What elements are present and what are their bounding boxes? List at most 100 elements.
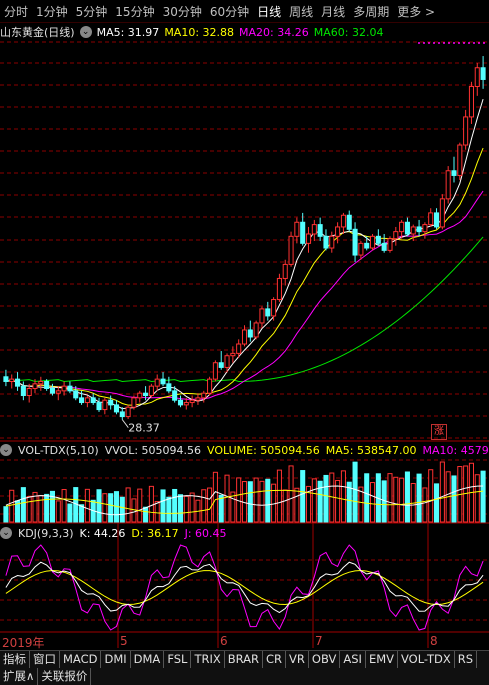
candle-body: [404, 221, 410, 235]
period-tab-9[interactable]: 多周期: [353, 4, 390, 19]
chevron-down-icon[interactable]: ⌄: [0, 444, 12, 456]
indicator-tab-9[interactable]: VR: [286, 651, 309, 668]
volume-bar: [96, 489, 102, 523]
low-price-label: 28.37: [128, 422, 160, 435]
kline-chart[interactable]: 28.37: [0, 0, 489, 650]
vol-ma5-value: MA5: 538547.00: [325, 443, 417, 457]
candle-body: [177, 399, 184, 406]
indicator-tab-2[interactable]: MACD: [60, 651, 102, 668]
volume-bar: [32, 491, 38, 523]
volume-value: VOLUME: 505094.56: [207, 443, 320, 457]
volume-bar: [84, 488, 90, 523]
volume-bar: [55, 500, 61, 523]
candle-body: [364, 242, 370, 249]
volume-bar: [189, 492, 195, 523]
period-tab-3[interactable]: 15分钟: [115, 4, 155, 19]
indicator-tab-0[interactable]: 指标: [0, 651, 30, 668]
volume-bar: [38, 494, 44, 523]
candle-body: [38, 380, 44, 385]
indicator-tab-4[interactable]: DMA: [131, 651, 165, 668]
period-tab-7[interactable]: 周线: [289, 4, 314, 19]
indicator-tab-10[interactable]: OBV: [309, 651, 341, 668]
period-tab-1[interactable]: 1分钟: [36, 4, 68, 19]
period-tab-0[interactable]: 分时: [4, 4, 29, 19]
indicator-tab-13[interactable]: VOL-TDX: [398, 651, 455, 668]
volume-bar: [282, 489, 288, 523]
candle-body: [189, 399, 195, 404]
candle-body: [49, 387, 56, 394]
candle-body: [113, 404, 120, 413]
period-tab-5[interactable]: 60分钟: [209, 4, 250, 19]
candle-body: [439, 198, 445, 228]
chevron-down-icon[interactable]: ⌄: [79, 26, 92, 38]
volume-bar: [428, 469, 434, 523]
period-tab-6[interactable]: 日线: [257, 4, 282, 19]
x-axis-label-4: 8: [430, 634, 438, 648]
candle-body: [224, 355, 230, 368]
candle-body: [294, 221, 300, 237]
chevron-down-icon[interactable]: ⌄: [0, 527, 12, 539]
rise-badge: 涨: [431, 424, 447, 440]
volume-bar: [247, 481, 253, 523]
indicator-tab-5[interactable]: FSL: [164, 651, 192, 668]
ma60-value: MA60: 32.04: [313, 25, 384, 39]
vol-indicator-name[interactable]: VOL-TDX(5,10): [18, 443, 99, 457]
candle-body: [311, 224, 317, 235]
kdj-d-value: D: 36.17: [131, 526, 179, 540]
indicator-tab-6[interactable]: TRIX: [191, 651, 225, 668]
kdj-j-line: [5, 544, 484, 631]
volume-bar: [119, 496, 125, 523]
indicator-tab-3[interactable]: DMI: [101, 651, 131, 668]
candle-body: [32, 383, 38, 389]
volume-bar: [288, 465, 294, 523]
candle-body: [253, 322, 259, 338]
candle-body: [428, 212, 434, 226]
candle-body: [300, 221, 306, 244]
volume-bar: [346, 481, 352, 523]
period-tab-2[interactable]: 5分钟: [75, 4, 108, 19]
vvol-value: VVOL: 505094.56: [104, 443, 202, 457]
bottom-tab-1[interactable]: 关联报价: [38, 668, 92, 685]
candle-body: [288, 235, 294, 265]
candle-body: [79, 397, 85, 404]
candle-body: [73, 390, 79, 399]
period-toolbar: 分时 1分钟 5分钟 15分钟 30分钟 60分钟 日线 周线 月线 多周期 更多 >: [0, 0, 489, 23]
indicator-tab-7[interactable]: BRAR: [225, 651, 264, 668]
bottom-tab-0[interactable]: 扩展∧: [0, 668, 39, 685]
volume-bar: [480, 470, 486, 523]
candle-body: [131, 397, 137, 408]
period-tab-10[interactable]: 更多 >: [397, 4, 436, 19]
volume-bar: [166, 496, 172, 523]
candle-body: [148, 385, 154, 397]
volume-bar: [294, 487, 300, 523]
volume-bar: [311, 478, 317, 523]
kdj-indicator-name[interactable]: KDJ(9,3,3): [18, 526, 74, 540]
stock-title[interactable]: 山东黄金(日线): [0, 26, 75, 39]
candle-body: [422, 224, 428, 233]
volume-bar: [201, 489, 207, 523]
candle-body: [183, 402, 189, 406]
indicator-tab-8[interactable]: CR: [263, 651, 287, 668]
period-tab-4[interactable]: 30分钟: [162, 4, 202, 19]
indicator-tab-11[interactable]: ASI: [340, 651, 366, 668]
volume-bar: [276, 469, 282, 523]
volume-bar: [143, 506, 149, 523]
indicator-tab-1[interactable]: 窗口: [30, 651, 60, 668]
volume-bar: [183, 495, 189, 523]
volume-bar: [224, 474, 230, 523]
candle-body: [102, 399, 108, 411]
volume-bar: [399, 477, 405, 523]
indicator-tab-14[interactable]: RS: [455, 651, 478, 668]
volume-bar: [352, 461, 358, 523]
candle-body: [317, 224, 323, 237]
period-tab-8[interactable]: 月线: [321, 4, 346, 19]
candle-body: [433, 212, 440, 228]
volume-bar: [300, 470, 306, 523]
ma-legend: 山东黄金(日线) ⌄ MA5: 31.97 MA10: 32.88 MA20: …: [0, 24, 388, 40]
indicator-tab-12[interactable]: EMV: [366, 651, 398, 668]
candle-body: [96, 402, 102, 411]
volume-bar: [323, 474, 329, 523]
kdj-j-value: J: 60.45: [184, 526, 227, 540]
candle-body: [20, 385, 26, 397]
kdj-d-line: [5, 570, 484, 605]
